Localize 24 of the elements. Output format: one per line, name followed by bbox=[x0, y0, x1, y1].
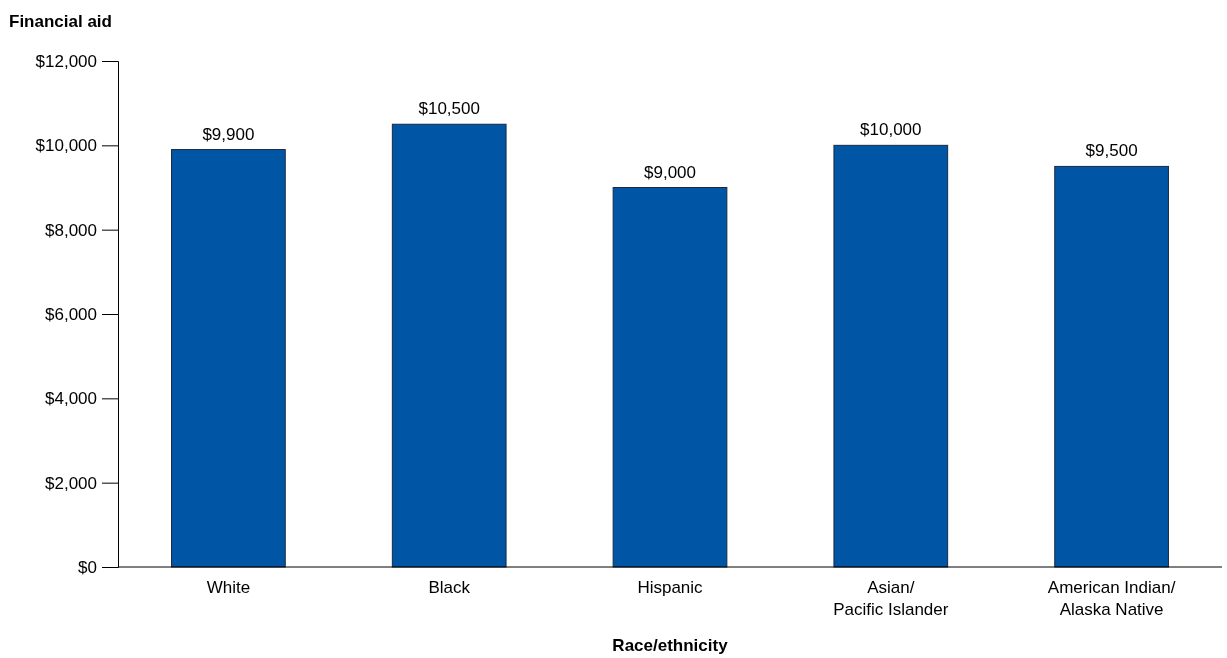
data-label: $9,500 bbox=[1085, 141, 1138, 161]
data-label: $10,000 bbox=[860, 120, 922, 140]
y-tick-label: $6,000 bbox=[45, 304, 97, 324]
y-tick-label: $0 bbox=[78, 557, 97, 577]
x-tick-label: American Indian/Alaska Native bbox=[1047, 578, 1176, 620]
y-tick-label: $2,000 bbox=[45, 473, 97, 493]
x-tick-label: Hispanic bbox=[637, 578, 704, 597]
bar bbox=[171, 149, 286, 568]
y-tick-label: $4,000 bbox=[45, 389, 97, 409]
x-tick-label: Asian/Pacific Islander bbox=[833, 578, 949, 620]
x-tick-label: White bbox=[206, 578, 251, 597]
y-tick-label: $8,000 bbox=[45, 220, 97, 240]
bar bbox=[1054, 165, 1169, 568]
bar bbox=[391, 123, 507, 568]
data-label: $9,900 bbox=[202, 124, 255, 144]
bar bbox=[612, 187, 728, 568]
y-tick-label: $10,000 bbox=[35, 136, 97, 156]
x-tick-label: Black bbox=[428, 578, 471, 597]
y-tick-label: $12,000 bbox=[35, 51, 97, 71]
y-axis-title: Financial aid bbox=[9, 12, 112, 31]
x-axis-title: Race/ethnicity bbox=[612, 636, 729, 655]
bar bbox=[833, 144, 949, 568]
data-label: $10,500 bbox=[418, 99, 480, 119]
data-label: $9,000 bbox=[644, 162, 696, 182]
